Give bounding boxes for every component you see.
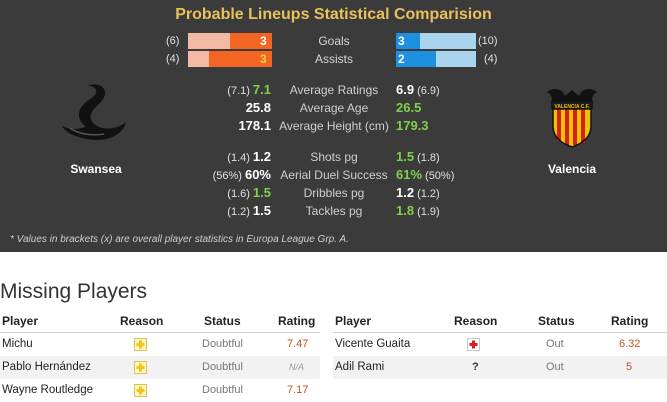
player-rating: 5 bbox=[626, 361, 633, 373]
table-row bbox=[333, 356, 667, 379]
away-stat-bracket: (1.8) bbox=[417, 152, 440, 164]
swan-crest-icon[interactable] bbox=[58, 82, 130, 144]
stat-row-tackles-pg: (1.2) 1.5 Tackles pg 1.8 (1.9) bbox=[0, 202, 667, 220]
home-header-divider bbox=[0, 332, 320, 333]
home-team-name[interactable]: Swansea bbox=[70, 162, 122, 176]
table-row bbox=[333, 333, 667, 356]
player-name[interactable]: Adil Rami bbox=[335, 361, 385, 373]
player-rating: N/A bbox=[289, 362, 305, 372]
away-stat-value: 1.2 bbox=[396, 185, 415, 200]
home-stat-value: 60% bbox=[244, 167, 271, 182]
away-stat-bracket: (50%) bbox=[425, 170, 455, 182]
away-stat-value: 6.9 bbox=[396, 82, 415, 97]
player-name[interactable]: Vicente Guaita bbox=[335, 338, 411, 350]
missing-players-title: Missing Players bbox=[0, 280, 148, 303]
player-rating: 7.47 bbox=[287, 338, 309, 350]
injury-doubtful-icon bbox=[134, 384, 147, 397]
stat-label: Dribbles pg bbox=[303, 186, 365, 200]
away-status-header[interactable]: Status bbox=[538, 314, 575, 328]
table-row bbox=[0, 379, 320, 402]
away-stat-bracket: (1.2) bbox=[417, 188, 440, 200]
panel-title: Probable Lineups Statistical Comparision bbox=[175, 6, 492, 23]
injury-cross-icon bbox=[467, 338, 480, 351]
stat-label: Average Age bbox=[299, 101, 369, 115]
stat-row-dribbles-pg: (1.6) 1.5 Dribbles pg 1.2 (1.2) bbox=[0, 184, 667, 202]
home-stat-bracket: (56%) bbox=[212, 170, 242, 182]
home-stat-bracket: (1.2) bbox=[227, 206, 250, 218]
home-status-header[interactable]: Status bbox=[204, 314, 241, 328]
home-stat-value: 1.5 bbox=[252, 203, 271, 218]
stat-label: Aerial Duel Success bbox=[280, 168, 388, 182]
stat-row-shots-pg: (1.4) 1.2 Shots pg 1.5 (1.8) bbox=[0, 148, 667, 166]
away-team-name[interactable]: Valencia bbox=[547, 162, 597, 176]
home-assists-bracket: (4) bbox=[166, 53, 180, 65]
away-header-divider bbox=[333, 332, 667, 333]
injury-doubtful-icon bbox=[134, 338, 147, 351]
home-reason-header[interactable]: Reason bbox=[120, 314, 164, 328]
home-goals-bar-fill bbox=[230, 33, 272, 49]
stat-row-average-ratings: (7.1) 7.1 Average Ratings 6.9 (6.9) bbox=[0, 81, 667, 99]
unknown-reason-icon: ? bbox=[472, 361, 479, 373]
home-assists-bar-fill bbox=[209, 51, 272, 67]
player-name[interactable]: Wayne Routledge bbox=[2, 384, 93, 396]
home-stat-bracket: (7.1) bbox=[227, 85, 250, 97]
away-assists-bar-fill bbox=[396, 51, 436, 67]
home-stat-value: 7.1 bbox=[252, 82, 271, 97]
away-stat-value: 179.3 bbox=[396, 118, 429, 133]
home-rating-header[interactable]: Rating bbox=[278, 314, 316, 328]
player-rating: 7.17 bbox=[287, 384, 309, 396]
stat-label: Shots pg bbox=[310, 150, 358, 164]
table-row bbox=[0, 333, 320, 356]
away-stat-value: 61% bbox=[396, 167, 423, 182]
home-stat-value: 1.5 bbox=[252, 185, 271, 200]
home-stat-value: 178.1 bbox=[238, 118, 271, 133]
away-goals-bracket: (10) bbox=[478, 35, 498, 47]
away-stat-value: 26.5 bbox=[396, 100, 422, 115]
home-assists-value: 3 bbox=[260, 52, 267, 66]
home-stat-value: 1.2 bbox=[252, 149, 271, 164]
away-assists-value: 2 bbox=[398, 52, 405, 66]
bat-crest-icon[interactable]: VALENCIA C.F. bbox=[543, 84, 601, 148]
stat-row-average-height: 178.1 Average Height (cm) 179.3 bbox=[0, 117, 667, 135]
stat-label: Average Ratings bbox=[289, 83, 379, 97]
assists-label: Assists bbox=[314, 52, 353, 66]
player-name[interactable]: Michu bbox=[2, 338, 33, 350]
home-player-header[interactable]: Player bbox=[2, 314, 39, 328]
away-goals-value: 3 bbox=[398, 34, 405, 48]
home-stat-bracket: (1.6) bbox=[227, 188, 250, 200]
home-stat-value: 25.8 bbox=[245, 100, 271, 115]
stat-label: Tackles pg bbox=[305, 204, 363, 218]
statistics-footnote: * Values in brackets (x) are overall pla… bbox=[10, 234, 349, 245]
player-status: Doubtful bbox=[202, 361, 243, 373]
stat-row-aerial-duel-success: (56%) 60% Aerial Duel Success 61% (50%) bbox=[0, 166, 667, 184]
away-stat-value: 1.5 bbox=[396, 149, 415, 164]
player-status: Doubtful bbox=[202, 338, 243, 350]
home-goals-value: 3 bbox=[260, 34, 267, 48]
away-reason-header[interactable]: Reason bbox=[454, 314, 498, 328]
goals-label: Goals bbox=[318, 34, 350, 48]
home-stat-bracket: (1.4) bbox=[227, 152, 250, 164]
player-status: Out bbox=[546, 338, 564, 350]
away-stat-bracket: (6.9) bbox=[417, 85, 440, 97]
away-player-header[interactable]: Player bbox=[335, 314, 372, 328]
away-goals-bar-fill bbox=[396, 33, 420, 49]
lineup-comparison-panel: Probable Lineups Statistical Comparision… bbox=[0, 0, 667, 252]
player-status: Doubtful bbox=[202, 384, 243, 396]
player-name[interactable]: Pablo Hernández bbox=[2, 361, 91, 373]
crest-text: VALENCIA C.F. bbox=[554, 104, 590, 110]
stat-row-average-age: 25.8 Average Age 26.5 bbox=[0, 99, 667, 117]
table-row bbox=[0, 356, 320, 379]
away-assists-bracket: (4) bbox=[484, 53, 498, 65]
away-stat-value: 1.8 bbox=[396, 203, 415, 218]
away-rating-header[interactable]: Rating bbox=[611, 314, 649, 328]
away-stat-bracket: (1.9) bbox=[417, 206, 440, 218]
home-goals-bracket: (6) bbox=[166, 35, 180, 47]
injury-doubtful-icon bbox=[134, 361, 147, 374]
stat-label: Average Height (cm) bbox=[279, 119, 389, 133]
player-rating: 6.32 bbox=[619, 338, 641, 350]
player-status: Out bbox=[546, 361, 564, 373]
